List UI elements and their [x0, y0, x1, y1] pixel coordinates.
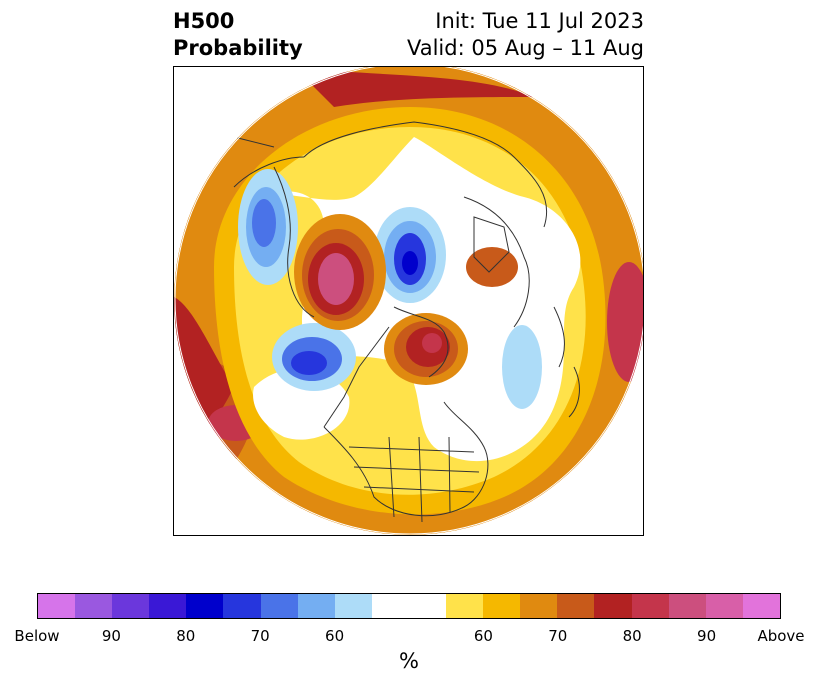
colorbar-segment: [334, 594, 372, 618]
map-title: H500 Probability: [173, 8, 303, 62]
colorbar: [37, 593, 781, 619]
title-field-name: H500: [173, 9, 235, 33]
colorbar-tick-label: 70: [548, 627, 568, 645]
disc-edge: [174, 67, 643, 535]
trough-center-80: [402, 251, 418, 275]
colorbar-segment: [260, 594, 298, 618]
probability-map: [173, 66, 644, 536]
map-subtitle: Init: Tue 11 Jul 2023 Valid: 05 Aug – 11…: [407, 8, 644, 62]
colorbar-segment: [446, 594, 484, 618]
colorbar-segment: [75, 594, 113, 618]
colorbar-segment: [594, 594, 632, 618]
colorbar-tick-label: 60: [325, 627, 345, 645]
colorbar-segment: [557, 594, 595, 618]
colorbar-segment: [38, 594, 76, 618]
trough-pacific-75: [291, 351, 327, 375]
polar-map-svg: [174, 67, 643, 535]
probability-field: [174, 67, 643, 535]
colorbar-segment: [297, 594, 335, 618]
colorbar-tick-label: 80: [622, 627, 642, 645]
ridge-center-85: [422, 333, 442, 353]
trough-atlantic-60: [502, 325, 542, 409]
colorbar-segment: [223, 594, 261, 618]
colorbar-segment: [520, 594, 558, 618]
colorbar-segment: [668, 594, 706, 618]
init-date: Init: Tue 11 Jul 2023: [435, 9, 644, 33]
colorbar-segment: [186, 594, 224, 618]
colorbar-tick-label: 70: [250, 627, 270, 645]
colorbar-tick-label: Below: [14, 627, 60, 645]
ridge-east-75: [466, 247, 518, 287]
colorbar-segment: [742, 594, 780, 618]
colorbar-segment: [149, 594, 187, 618]
anomaly-north-rim: [294, 67, 534, 107]
title-field-type: Probability: [173, 36, 303, 60]
colorbar-segment: [483, 594, 521, 618]
colorbar-segment: [705, 594, 743, 618]
colorbar-tick-label: 60: [473, 627, 493, 645]
colorbar-segment: [112, 594, 150, 618]
valid-range: Valid: 05 Aug – 11 Aug: [406, 36, 644, 60]
colorbar-unit: %: [399, 649, 419, 673]
ridge-west-90: [318, 253, 354, 305]
colorbar-tick-label: 90: [697, 627, 717, 645]
colorbar-tick-label: 90: [101, 627, 121, 645]
colorbar-segment: [371, 594, 447, 618]
colorbar-tick-label: Above: [757, 627, 805, 645]
colorbar-tick-label: 80: [176, 627, 196, 645]
colorbar-segment: [631, 594, 669, 618]
trough-west-70: [252, 199, 276, 247]
